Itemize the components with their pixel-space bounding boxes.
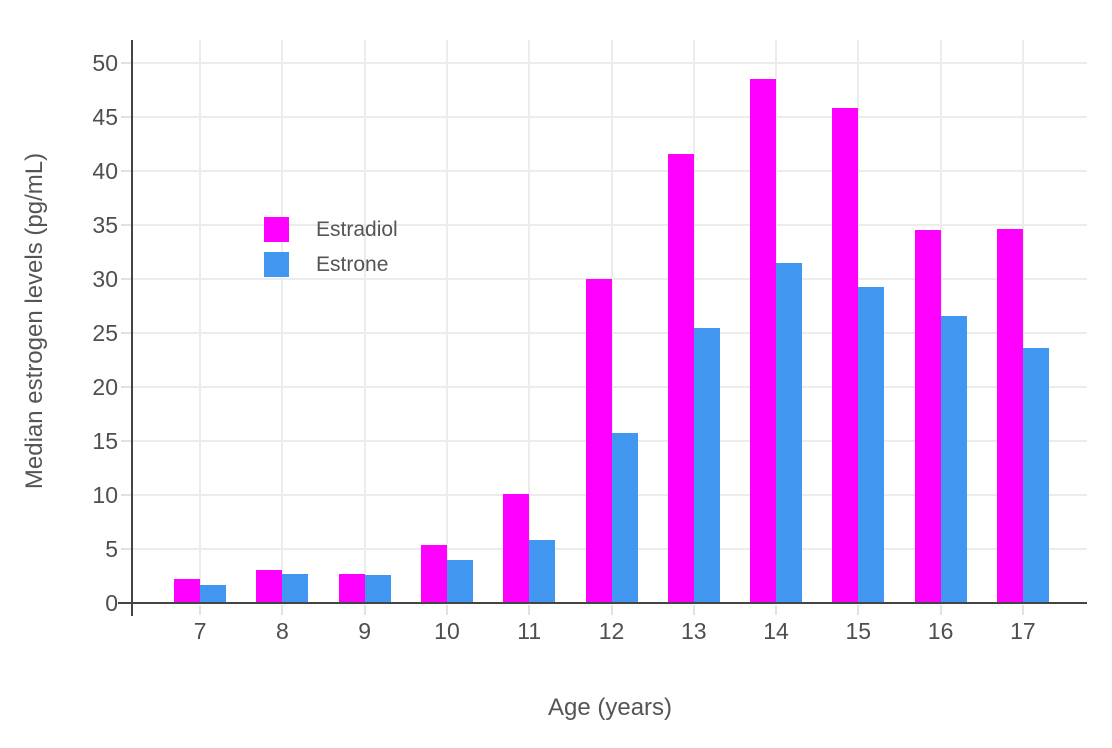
plot-area: Estradiol Estrone (118, 40, 1087, 616)
x-tick-label: 8 (276, 618, 289, 644)
bar-estrone-age-7 (200, 584, 227, 603)
x-tick-label: 14 (763, 618, 789, 644)
bar-estrone-age-15 (858, 286, 885, 603)
gridline-vertical (528, 40, 531, 603)
gridline-horizontal (133, 62, 1087, 64)
x-axis-tick-mark (939, 605, 942, 615)
x-tick-label: 15 (845, 618, 872, 644)
bar-estradiol-age-11 (503, 493, 530, 603)
bar-estrone-age-14 (776, 262, 803, 603)
x-axis-tick-mark (199, 605, 202, 615)
y-tick-label: 30 (92, 266, 118, 292)
y-axis-tick-mark (121, 224, 131, 226)
y-axis-tick-mark (121, 440, 131, 442)
y-axis-tick-mark (121, 170, 131, 172)
y-axis-tick-mark (121, 62, 131, 64)
y-tick-label: 25 (92, 320, 118, 346)
gridline-horizontal (133, 116, 1087, 118)
legend-label-estradiol: Estradiol (316, 217, 398, 241)
bar-estradiol-age-14 (750, 79, 777, 603)
x-axis-tick-mark (610, 605, 613, 615)
x-tick-label: 7 (193, 618, 207, 644)
bar-estrone-age-12 (611, 433, 638, 603)
legend-item-estrone[interactable]: Estrone (264, 252, 398, 277)
gridline-vertical (445, 40, 448, 603)
bar-estrone-age-13 (693, 327, 720, 603)
gridline-horizontal (133, 170, 1087, 172)
x-tick-label: 13 (680, 618, 707, 644)
bar-estrone-age-10 (446, 559, 473, 603)
y-axis-tick-mark (121, 278, 131, 280)
estrone-swatch-icon (264, 252, 289, 277)
legend-item-estradiol[interactable]: Estradiol (264, 217, 398, 242)
x-axis-line (133, 602, 1087, 604)
y-tick-label: 10 (92, 482, 118, 508)
y-axis-line (131, 40, 133, 616)
x-axis-tick-mark (363, 605, 366, 615)
bar-estrone-age-16 (940, 315, 967, 603)
gridline-vertical (363, 40, 366, 603)
bar-estradiol-age-16 (914, 230, 941, 603)
x-axis-tick-mark (857, 605, 860, 615)
bar-estradiol-age-17 (996, 229, 1023, 603)
bar-estradiol-age-7 (174, 579, 201, 603)
bar-estradiol-age-12 (585, 279, 612, 603)
y-axis-zero-tick-mark (118, 602, 131, 604)
bar-estradiol-age-9 (338, 573, 365, 603)
y-tick-label: 15 (92, 428, 118, 454)
x-axis-tick-mark (1021, 605, 1024, 615)
bar-estradiol-age-8 (256, 569, 283, 603)
x-axis-tick-mark (445, 605, 448, 615)
x-tick-label: 10 (434, 618, 460, 644)
gridline-vertical (199, 40, 202, 603)
x-tick-label: 9 (358, 618, 372, 644)
bar-estradiol-age-15 (832, 108, 859, 603)
x-axis-tick-labels: 7 8 9 10 11 12 13 14 15 16 17 (133, 610, 1087, 650)
x-axis-tick-mark (528, 605, 531, 615)
bar-estradiol-age-10 (420, 544, 447, 603)
estradiol-swatch-icon (264, 217, 289, 242)
y-tick-label: 5 (105, 536, 118, 562)
x-axis-tick-mark (281, 605, 284, 615)
gridline-horizontal (133, 224, 1087, 226)
y-tick-label: 35 (92, 212, 118, 238)
y-tick-label: 0 (105, 590, 118, 616)
bar-estrone-age-17 (1022, 348, 1049, 603)
x-axis-tick-mark (692, 605, 695, 615)
y-axis-tick-mark (121, 116, 131, 118)
gridline-vertical (281, 40, 284, 603)
gridline-vertical (692, 40, 695, 603)
y-tick-label: 20 (92, 374, 118, 400)
y-axis-tick-mark (121, 386, 131, 388)
bar-estrone-age-8 (282, 573, 309, 603)
gridline-vertical (1021, 40, 1024, 603)
y-axis-tick-mark (121, 332, 131, 334)
gridline-vertical (610, 40, 613, 603)
y-tick-label: 40 (92, 158, 118, 184)
bar-estrone-age-11 (529, 540, 556, 603)
y-tick-label: 45 (92, 104, 118, 130)
x-axis-tick-mark (775, 605, 778, 615)
y-axis-tick-mark (121, 494, 131, 496)
y-axis-tick-labels: 0 5 10 15 20 25 30 35 40 45 50 (0, 40, 118, 616)
x-tick-label: 11 (517, 618, 542, 644)
x-tick-label: 17 (1010, 618, 1036, 644)
x-axis-title: Age (years) (547, 694, 673, 721)
y-axis-tick-mark (121, 548, 131, 550)
x-tick-label: 16 (927, 618, 954, 644)
bar-estradiol-age-13 (667, 153, 694, 603)
x-tick-label: 12 (598, 618, 625, 644)
legend: Estradiol Estrone (264, 217, 398, 287)
y-tick-label: 50 (92, 50, 118, 76)
bar-estrone-age-9 (364, 574, 391, 603)
legend-label-estrone: Estrone (316, 252, 389, 276)
